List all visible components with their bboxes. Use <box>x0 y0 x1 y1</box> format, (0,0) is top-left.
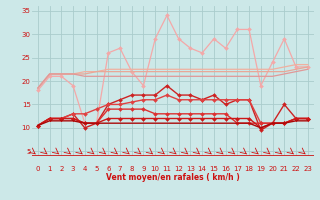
X-axis label: Vent moyen/en rafales ( km/h ): Vent moyen/en rafales ( km/h ) <box>106 173 240 182</box>
